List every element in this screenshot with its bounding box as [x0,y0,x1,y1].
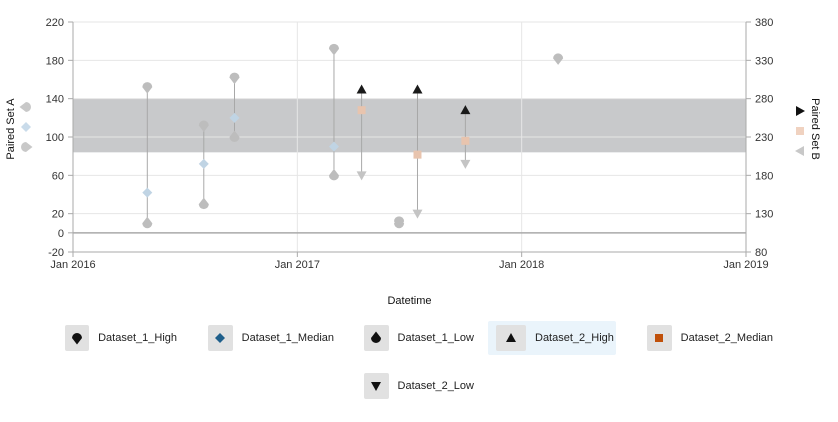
x-tick-label: Jan 2017 [275,259,320,271]
data-point-dataset-2-low: Dataset_2_Low: 130 [412,209,423,219]
highlight-band [73,98,746,153]
data-point-dataset-1-median: Dataset_1_Median: 120 [229,112,240,123]
legend-swatch [208,325,233,351]
data-point-dataset-1-high: Dataset_1_High: 182 [553,53,564,65]
legend-label: Dataset_2_Low [397,380,474,392]
data-point-dataset-1-low: Dataset_1_Low: 10 [394,216,405,229]
legend-item-dataset-2-low[interactable]: Dataset_2_Low [356,369,474,403]
data-point-dataset-2-high: Dataset_2_High: 292 [412,84,423,94]
legend-label: Dataset_2_Median [680,332,773,344]
data-point-dataset-1-low: Dataset_1_Low: 10 [142,216,153,229]
data-point-dataset-1-low: Dataset_1_Low: 100 [229,130,240,142]
y-left-tick-label: 0 [58,228,64,240]
y-right-tick-label: 280 [755,94,773,106]
legend-label: Dataset_1_Low [397,332,474,344]
right-axis-marker-icon [796,106,805,116]
left-axis-marker-icon [19,102,31,112]
left-axis-marker-icon [21,122,31,132]
data-point-dataset-1-low: Dataset_1_Low: 30 [198,197,209,210]
data-point-dataset-1-median: Dataset_1_Median: 72 [198,158,209,169]
data-point-dataset-1-median: Dataset_1_Median: 90 [328,141,339,152]
right-axis-marker-icon [795,146,804,156]
data-point-dataset-2-median: Dataset_2_Median: 207 [413,150,422,159]
right-axis-marker-icon [796,127,804,135]
y-left-tick-label: 140 [46,94,64,106]
legend-swatch [364,325,389,351]
data-point-dataset-1-median: Dataset_1_Median: 42 [142,187,153,198]
y-right-tick-label: 230 [755,132,773,144]
y-right-tick-label: 380 [755,17,773,29]
legend-marker-icon [655,334,664,342]
data-point-dataset-1-high: Dataset_1_High: 162 [229,72,240,85]
left-axis-marker-icon [21,142,33,152]
y-right-tick-label: 80 [755,247,767,259]
x-tick-label: Jan 2018 [499,259,544,271]
y-left-tick-label: 60 [52,170,64,182]
x-tick-label: Jan 2016 [50,259,95,271]
legend-label: Dataset_2_High [535,332,614,344]
data-point-dataset-2-low: Dataset_2_Low: 195 [460,159,471,169]
y-right-tick-label: 130 [755,209,773,221]
legend-swatch [647,325,672,351]
y-left-tick-label: 100 [46,132,64,144]
legend-marker-icon [215,333,226,343]
data-point-dataset-2-high: Dataset_2_High: 265 [460,105,471,115]
y-right-axis-title: Paired Set B [809,98,821,160]
y-left-tick-label: 180 [46,55,64,67]
y-left-axis-title: Paired Set A [5,98,17,160]
legend-label: Dataset_1_Median [241,332,334,344]
legend-marker-shape [215,333,226,343]
legend-marker-icon [371,331,382,343]
data-point-dataset-1-high: Dataset_1_High: 152 [142,82,153,94]
legend-marker-shape [72,333,83,345]
legend-swatch [496,325,526,351]
y-left-tick-label: 220 [46,17,64,29]
legend-label: Dataset_1_High [98,332,177,344]
x-axis-title: Datetime [387,295,431,307]
legend-item-dataset-1-low[interactable]: Dataset_1_Low [356,321,474,355]
legend-item-dataset-2-high[interactable]: Dataset_2_High [488,321,616,355]
legend-item-dataset-1-median[interactable]: Dataset_1_Median [200,321,334,355]
legend-marker-shape [506,333,516,342]
data-point-dataset-2-median: Dataset_2_Median: 225 [461,136,470,145]
y-left-tick-label: -20 [48,247,64,259]
data-point-dataset-1-high: Dataset_1_High: 192 [328,43,339,56]
legend-marker-shape [371,382,382,391]
legend-marker-shape [655,334,664,342]
paired-scatter-chart: -20 0 20 60 100 140 180 220 80 130 180 230 280 330 380… [5,17,821,307]
legend-item-dataset-2-median[interactable]: Dataset_2_Median [639,321,773,355]
legend-marker-shape [371,331,382,343]
legend-item-dataset-1-high[interactable]: Dataset_1_High [57,321,177,355]
data-point-dataset-2-high: Dataset_2_High: 292 [356,84,367,94]
y-right-tick-label: 180 [755,170,773,182]
legend-swatch [65,325,90,351]
data-point-dataset-2-median: Dataset_2_Median: 265 [357,106,366,115]
legend-marker-icon [506,333,516,342]
legend-marker-icon [72,333,83,345]
x-tick-label: Jan 2019 [723,259,768,271]
legend-swatch [364,373,389,399]
y-right-tick-label: 330 [755,55,773,67]
legend-marker-icon [371,382,382,391]
data-point-dataset-1-low: Dataset_1_Low: 60 [328,168,339,181]
data-point-dataset-2-low: Dataset_2_Low: 180 [356,171,367,181]
y-left-tick-label: 20 [52,209,64,221]
data-point-dataset-1-high: Dataset_1_High: 112 [198,120,209,132]
